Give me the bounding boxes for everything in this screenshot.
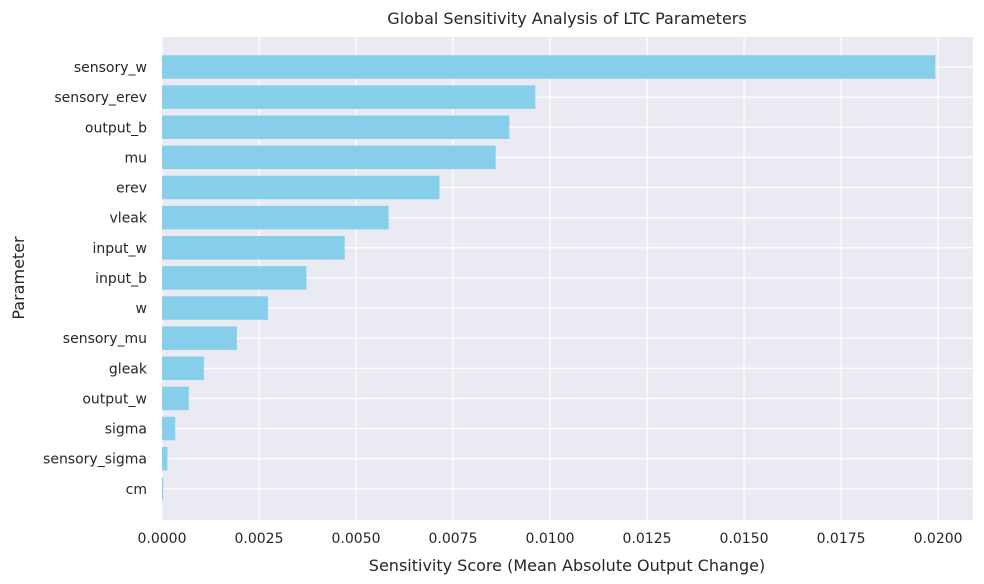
y-tick-label: sensory_sigma (43, 452, 147, 468)
y-tick-label: erev (116, 181, 147, 197)
x-tick-label: 0.0075 (429, 531, 478, 547)
bar-cm (162, 477, 164, 501)
x-tick-label: 0.0200 (914, 531, 963, 547)
chart-title: Global Sensitivity Analysis of LTC Param… (387, 9, 746, 28)
x-axis-title: Sensitivity Score (Mean Absolute Output … (369, 556, 765, 575)
y-tick-label: sigma (105, 422, 147, 438)
bar-erev (162, 175, 440, 200)
bar-sensory-w (162, 55, 936, 79)
bar-input-b (162, 266, 307, 290)
bar-vleak (162, 205, 389, 230)
x-tick-label: 0.0100 (526, 531, 575, 547)
bar-sensory-mu (162, 326, 237, 350)
bar-sensory-erev (162, 85, 536, 109)
bar-output-w (162, 386, 189, 411)
y-tick-label: sensory_erev (54, 90, 147, 106)
y-tick-label: input_b (95, 271, 147, 287)
y-tick-label: w (136, 301, 147, 317)
y-tick-label: sensory_mu (63, 331, 147, 347)
bar-gleak (162, 356, 204, 381)
x-tick-label: 0.0000 (138, 531, 187, 547)
y-tick-label: sensory_w (74, 60, 147, 76)
bar-output-b (162, 115, 510, 140)
bar-input-w (162, 236, 345, 260)
x-tick-labels: 0.0000 0.0025 0.0050 0.0075 0.0100 0.0125 0.01… (138, 531, 963, 547)
bars (162, 55, 936, 501)
y-tick-label: mu (124, 150, 147, 166)
bar-w (162, 296, 268, 320)
y-tick-label: output_w (82, 391, 147, 407)
x-tick-label: 0.0150 (720, 531, 769, 547)
y-tick-label: gleak (109, 361, 148, 377)
bar-mu (162, 145, 496, 170)
y-tick-labels: sensory_w sensory_erev output_bmu erev vleak… (43, 60, 148, 498)
y-tick-label: cm (126, 482, 147, 498)
x-tick-label: 0.0175 (817, 531, 866, 547)
y-tick-label: input_w (93, 241, 147, 257)
x-tick-label: 0.0050 (332, 531, 381, 547)
x-tick-label: 0.0125 (623, 531, 672, 547)
y-axis-title: Parameter (9, 236, 28, 320)
bar-sigma (162, 416, 176, 441)
y-tick-label: vleak (110, 211, 148, 227)
x-tick-label: 0.0025 (235, 531, 284, 547)
y-tick-label: output_b (85, 120, 147, 136)
bar-sensory-sigma (162, 446, 168, 471)
